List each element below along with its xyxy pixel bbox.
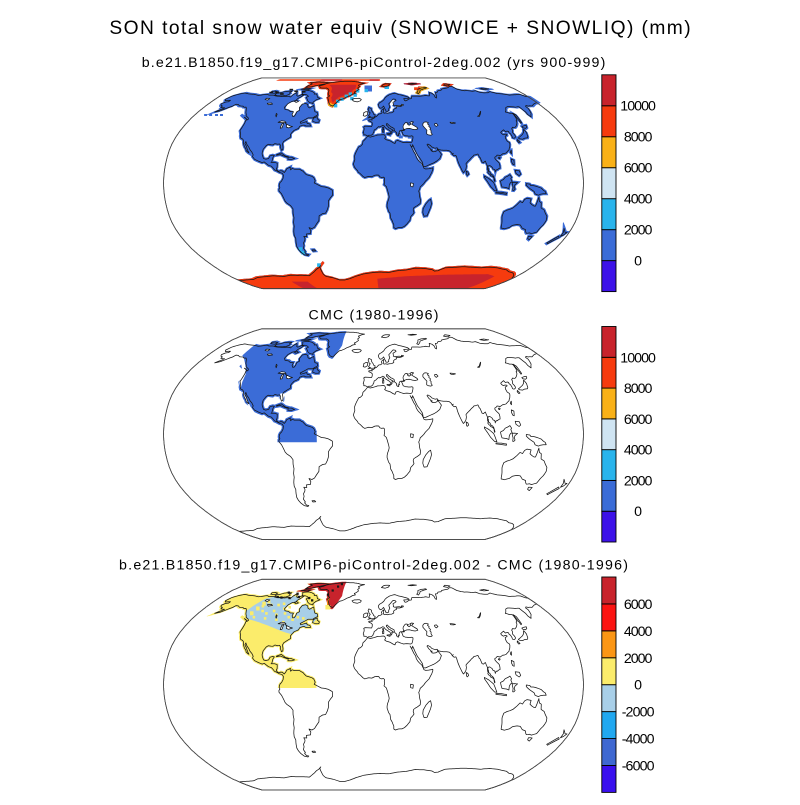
- svg-text:4000: 4000: [624, 443, 653, 459]
- svg-text:10000: 10000: [620, 350, 656, 366]
- svg-text:SON total snow water equiv (SN: SON total snow water equiv (SNOWICE + SN…: [109, 18, 690, 39]
- svg-text:4000: 4000: [624, 624, 653, 640]
- svg-text:2000: 2000: [624, 651, 653, 667]
- svg-text:2000: 2000: [624, 473, 653, 489]
- svg-text:10000: 10000: [620, 99, 656, 115]
- svg-text:4000: 4000: [624, 192, 653, 208]
- svg-text:8000: 8000: [624, 381, 653, 397]
- svg-text:2000: 2000: [624, 223, 653, 239]
- svg-text:6000: 6000: [624, 412, 653, 428]
- svg-text:-6000: -6000: [622, 758, 655, 774]
- svg-text:-2000: -2000: [622, 705, 655, 721]
- svg-text:8000: 8000: [624, 130, 653, 146]
- svg-text:b.e21.B1850.f19_g17.CMIP6-piCo: b.e21.B1850.f19_g17.CMIP6-piControl-2deg…: [119, 558, 628, 574]
- svg-text:CMC (1980-1996): CMC (1980-1996): [309, 308, 439, 324]
- svg-text:0: 0: [634, 504, 642, 520]
- svg-text:0: 0: [634, 678, 642, 694]
- svg-text:-4000: -4000: [622, 732, 655, 748]
- svg-text:6000: 6000: [624, 597, 653, 613]
- svg-text:0: 0: [634, 254, 642, 270]
- svg-text:b.e21.B1850.f19_g17.CMIP6-piCo: b.e21.B1850.f19_g17.CMIP6-piControl-2deg…: [142, 55, 606, 71]
- svg-text:6000: 6000: [624, 161, 653, 177]
